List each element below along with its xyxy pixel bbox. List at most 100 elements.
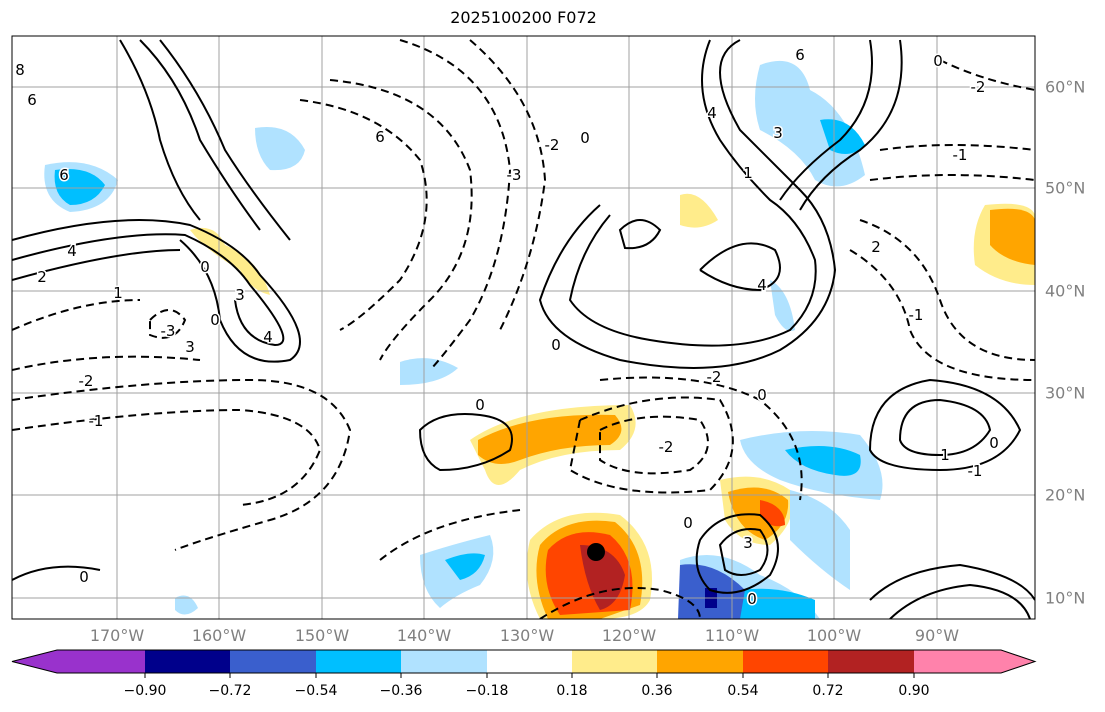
longitude-label: 160°W (191, 626, 247, 645)
contour-positive (12, 233, 285, 347)
negative-region (785, 446, 861, 476)
positive-region (680, 193, 718, 228)
contour-negative (599, 376, 803, 501)
contour-label: 1 (940, 446, 950, 464)
contour-label: 6 (59, 166, 69, 184)
contour-label: 0 (200, 258, 210, 276)
colorbar-segment (401, 650, 487, 673)
contour-positive (868, 378, 1022, 472)
negative-region (755, 60, 865, 187)
contour-label: -1 (968, 462, 983, 480)
contour-label: 0 (551, 336, 561, 354)
contour-label: 8 (15, 61, 25, 79)
contour-negative (399, 39, 512, 371)
contour-negative (879, 144, 1035, 151)
colorbar-segment (657, 650, 743, 673)
contour-label: 4 (707, 104, 717, 122)
contour-negative (939, 59, 1035, 91)
colorbar-tick-label: −0.54 (294, 683, 338, 699)
contour-positive (695, 513, 779, 594)
contour-label: 0 (475, 396, 485, 414)
positive-region (478, 414, 622, 464)
contour-negative (869, 174, 1035, 181)
latitude-label: 30°N (1045, 383, 1086, 403)
colorbar-segment (828, 650, 914, 673)
contour-label: -2 (659, 438, 674, 456)
contour-positive (119, 39, 201, 221)
latitude-label: 10°N (1045, 588, 1086, 608)
negative-region (445, 553, 485, 580)
longitude-label: 130°W (499, 626, 555, 645)
contour-label: 3 (773, 124, 783, 142)
map-title: 2025100200 F072 (450, 8, 597, 27)
contour-positive (568, 39, 817, 347)
contour-negative (12, 299, 141, 331)
contour-positive (779, 39, 873, 201)
contours (12, 39, 1035, 619)
negative-region (255, 126, 305, 171)
colorbar-outline (11, 649, 1037, 674)
colorbar-segment (743, 650, 828, 673)
longitude-label: 150°W (294, 626, 350, 645)
colorbar-tick-label: 0.54 (727, 683, 759, 699)
contour-negative (379, 509, 521, 561)
contour-positive (869, 563, 1035, 601)
longitude-label: 90°W (914, 626, 960, 645)
longitude-label: 170°W (89, 626, 145, 645)
colorbar-segment (572, 650, 657, 673)
contour-positive (12, 565, 101, 581)
colorbar-tick-label: 0.90 (898, 683, 930, 699)
map-frame (11, 35, 1036, 620)
contours-negative (12, 39, 1035, 619)
latitude-label: 60°N (1045, 77, 1086, 97)
contour-label: 0 (757, 386, 767, 404)
contour-label: 3 (235, 286, 245, 304)
contour-negative (859, 219, 1035, 361)
colorbar-tick-label: 0.18 (556, 683, 588, 699)
negative-region (770, 280, 795, 331)
contour-label: -1 (953, 146, 968, 164)
negative-region (400, 358, 458, 385)
contour-label: 3 (185, 338, 195, 356)
contour-label: 0 (683, 514, 693, 532)
contour-negative (12, 408, 322, 506)
contour-label: 6 (375, 128, 385, 146)
contour-negative (12, 378, 352, 551)
contour-negative (329, 79, 473, 361)
contour-negative (299, 99, 428, 331)
contour-negative (568, 396, 734, 494)
contour-label: -3 (161, 322, 176, 340)
contour-negative (149, 309, 187, 339)
colorbar-tick-label: −0.36 (379, 683, 423, 699)
positive-region (990, 208, 1035, 265)
longitude-label: 100°W (806, 626, 862, 645)
latitude-label: 40°N (1045, 281, 1086, 301)
contour-label: 1 (113, 284, 123, 302)
colorbar-segment (487, 650, 572, 673)
contour-label: 4 (67, 242, 77, 260)
latitude-label: 20°N (1045, 485, 1086, 505)
longitude-label: 140°W (396, 626, 452, 645)
contour-positive (139, 39, 261, 231)
colorbar-tick-label: 0.36 (641, 683, 673, 699)
contour-label: 0 (79, 568, 89, 586)
colorbar-extend-min (12, 650, 145, 673)
contour-label: 4 (757, 276, 767, 294)
contour-label: -2 (79, 372, 94, 390)
contour-positive (418, 413, 513, 472)
contour-negative (12, 355, 201, 371)
contour-label: 0 (989, 434, 999, 452)
colorbar-segment (145, 650, 230, 673)
colorbar (11, 649, 1037, 678)
colorbar-tick-label: −0.18 (465, 683, 509, 699)
negative-region (730, 588, 815, 619)
contour-label: 0 (210, 311, 220, 329)
contour-label: -3 (507, 166, 522, 184)
contour-label: 2 (871, 238, 881, 256)
contour-label: 0 (933, 52, 943, 70)
positive-region (728, 487, 789, 540)
longitude-label: 120°W (601, 626, 657, 645)
contour-label: 0 (580, 129, 590, 147)
